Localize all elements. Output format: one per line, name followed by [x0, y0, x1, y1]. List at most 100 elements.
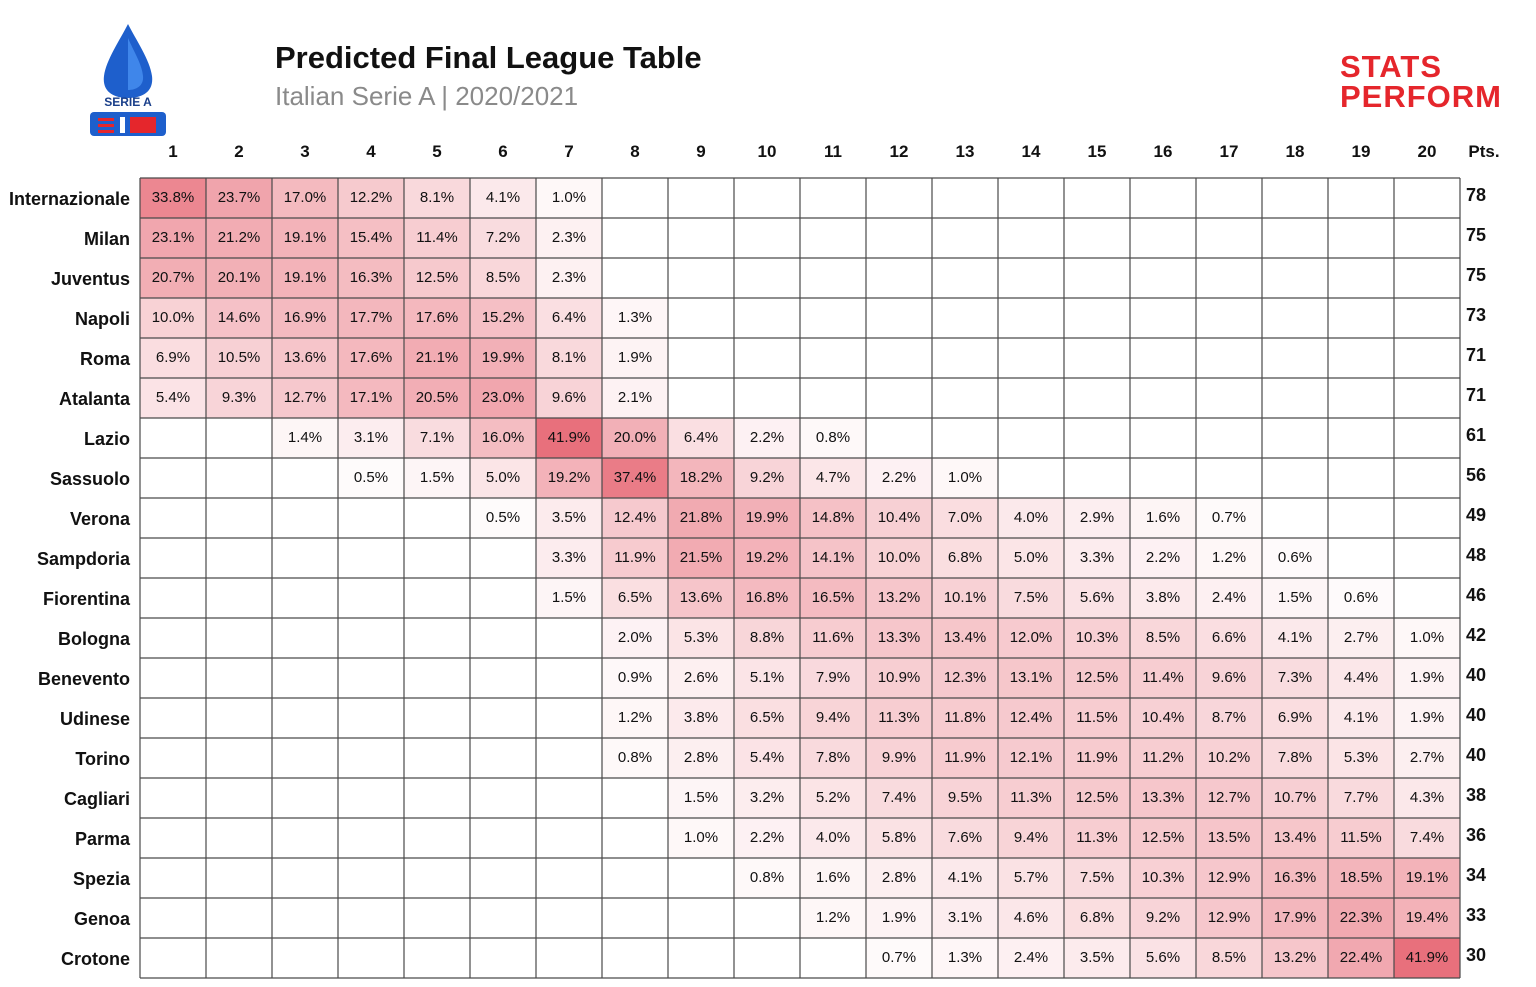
cell-value: 1.5% [684, 789, 718, 806]
cell-value: 12.9% [1208, 909, 1251, 926]
cell-value: 15.2% [482, 309, 525, 326]
heat-cell [866, 498, 932, 538]
heat-cell [272, 338, 338, 378]
heat-cell [206, 378, 272, 418]
points-value: 49 [1466, 505, 1486, 525]
cell-value: 9.9% [882, 749, 916, 766]
heat-cell [1262, 858, 1328, 898]
cell-value: 21.2% [218, 229, 261, 246]
heat-cell [1196, 738, 1262, 778]
cell-value: 6.6% [1212, 629, 1246, 646]
cell-value: 8.7% [1212, 709, 1246, 726]
heat-cell [800, 698, 866, 738]
heat-cell [998, 538, 1064, 578]
cell-value: 0.5% [354, 469, 388, 486]
column-header-7: 7 [564, 142, 573, 161]
team-label: Bologna [58, 629, 131, 649]
cell-value: 19.1% [284, 269, 327, 286]
column-header-12: 12 [890, 142, 909, 161]
heat-cell [734, 738, 800, 778]
heat-cell [602, 298, 668, 338]
heat-cell [140, 378, 206, 418]
heat-cell [338, 258, 404, 298]
heat-cell [800, 818, 866, 858]
heat-cell [404, 338, 470, 378]
points-value: 48 [1466, 545, 1486, 565]
heat-cell [602, 498, 668, 538]
points-value: 56 [1466, 465, 1486, 485]
heat-cell [1064, 858, 1130, 898]
cell-value: 19.2% [548, 469, 591, 486]
heat-cell [1196, 858, 1262, 898]
heat-cell [1130, 738, 1196, 778]
cell-value: 1.9% [618, 349, 652, 366]
cell-value: 9.2% [750, 469, 784, 486]
heat-cell [932, 658, 998, 698]
cell-value: 22.4% [1340, 949, 1383, 966]
heat-cell [998, 618, 1064, 658]
cell-value: 12.0% [1010, 629, 1053, 646]
brand-line-2: PERFORM [1340, 79, 1502, 114]
heat-cell [470, 178, 536, 218]
points-value: 75 [1466, 225, 1486, 245]
cell-value: 7.8% [1278, 749, 1312, 766]
cell-value: 18.5% [1340, 869, 1383, 886]
column-header-2: 2 [234, 142, 243, 161]
team-label: Benevento [38, 669, 130, 689]
column-header-8: 8 [630, 142, 639, 161]
team-label: Juventus [51, 269, 130, 289]
heat-cell [404, 218, 470, 258]
cell-value: 9.6% [1212, 669, 1246, 686]
heat-cell [932, 698, 998, 738]
cell-value: 17.9% [1274, 909, 1317, 926]
heat-cell [470, 338, 536, 378]
cell-value: 2.9% [1080, 509, 1114, 526]
heat-cell [1130, 778, 1196, 818]
cell-value: 5.6% [1146, 949, 1180, 966]
cell-value: 5.3% [684, 629, 718, 646]
heat-cell [1328, 658, 1394, 698]
heat-cell [1064, 498, 1130, 538]
cell-value: 16.5% [812, 589, 855, 606]
cell-value: 13.3% [878, 629, 921, 646]
heat-cell [404, 258, 470, 298]
team-label: Cagliari [64, 789, 130, 809]
team-label: Internazionale [9, 189, 130, 209]
heat-cell [800, 498, 866, 538]
column-header-4: 4 [366, 142, 376, 161]
heat-cell [338, 418, 404, 458]
team-label: Lazio [84, 429, 130, 449]
column-header-6: 6 [498, 142, 507, 161]
heat-cell [932, 498, 998, 538]
heat-cell [206, 218, 272, 258]
cell-value: 4.1% [486, 189, 520, 206]
heat-cell [1064, 618, 1130, 658]
cell-value: 11.5% [1340, 829, 1381, 846]
column-header-19: 19 [1352, 142, 1371, 161]
heat-cell [140, 338, 206, 378]
column-header-15: 15 [1088, 142, 1107, 161]
column-header-17: 17 [1220, 142, 1239, 161]
heat-cell [338, 378, 404, 418]
heat-cell [1262, 698, 1328, 738]
cell-value: 7.4% [1410, 829, 1444, 846]
heat-cell [1064, 578, 1130, 618]
heat-cell [734, 698, 800, 738]
cell-value: 1.9% [1410, 669, 1444, 686]
cell-value: 7.3% [1278, 669, 1312, 686]
heat-cell [668, 778, 734, 818]
heat-cell [998, 778, 1064, 818]
cell-value: 19.2% [746, 549, 789, 566]
points-value: 71 [1466, 345, 1486, 365]
serie-a-logo: SERIE A [90, 24, 166, 136]
heat-cell [1328, 858, 1394, 898]
heat-cell [536, 538, 602, 578]
heat-cell [140, 178, 206, 218]
cell-value: 9.2% [1146, 909, 1180, 926]
heat-cell [1196, 698, 1262, 738]
heat-cell [1196, 618, 1262, 658]
cell-value: 15.4% [350, 229, 393, 246]
cell-value: 2.7% [1344, 629, 1378, 646]
cell-value: 2.4% [1212, 589, 1246, 606]
cell-value: 5.2% [816, 789, 850, 806]
